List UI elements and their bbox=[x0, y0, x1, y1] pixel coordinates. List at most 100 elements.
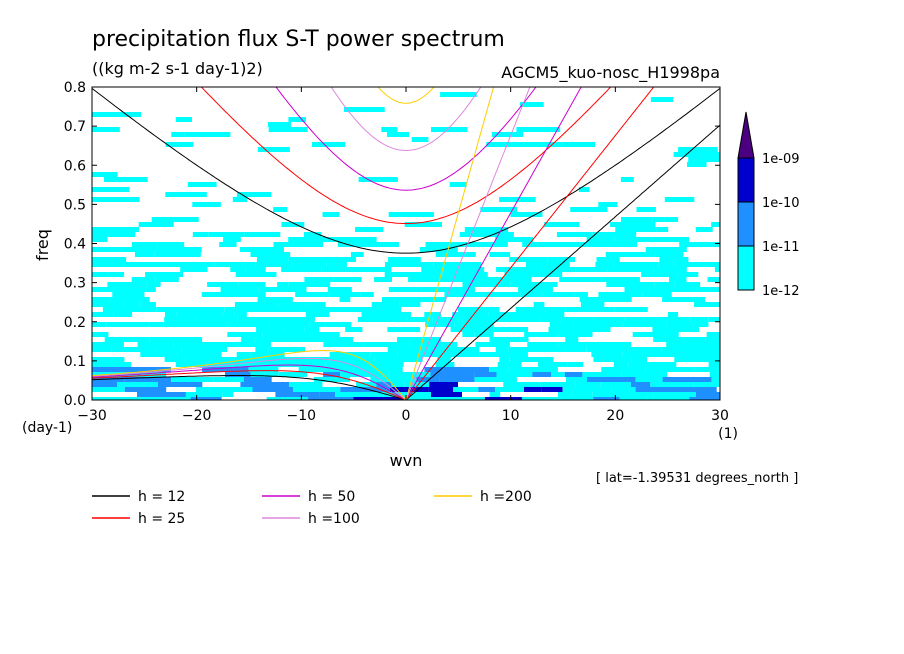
power-cell bbox=[600, 297, 632, 302]
power-cell bbox=[565, 307, 615, 312]
power-cell bbox=[651, 237, 690, 242]
power-cell bbox=[353, 397, 403, 400]
power-cell bbox=[685, 327, 700, 332]
power-cell bbox=[180, 267, 208, 272]
power-cell bbox=[165, 192, 207, 197]
y-axis-label: freq bbox=[33, 229, 52, 261]
power-cell bbox=[92, 172, 118, 177]
power-cell bbox=[122, 367, 171, 372]
power-cell bbox=[615, 227, 657, 232]
power-cell bbox=[504, 272, 540, 277]
power-cell bbox=[252, 362, 283, 367]
power-cell bbox=[164, 317, 196, 322]
power-cell bbox=[435, 252, 466, 257]
x-tick-label: −30 bbox=[77, 408, 107, 424]
power-cell bbox=[450, 277, 487, 282]
y-axis-ticks: 0.0 0.1 0.2 0.3 0.4 0.5 0.6 0.7 0.8 bbox=[64, 80, 720, 409]
colorbar-label: 1e-10 bbox=[762, 196, 800, 211]
power-cell bbox=[165, 312, 177, 317]
power-cell bbox=[319, 392, 336, 397]
power-cell bbox=[711, 377, 720, 382]
power-cell bbox=[293, 387, 341, 392]
power-cell bbox=[669, 277, 687, 282]
power-cell bbox=[254, 337, 287, 342]
power-cell bbox=[453, 387, 479, 392]
power-cell bbox=[517, 142, 562, 147]
power-cell bbox=[295, 292, 330, 297]
power-cell bbox=[252, 387, 293, 392]
power-cell bbox=[437, 357, 451, 362]
power-cell bbox=[283, 327, 305, 332]
power-cell bbox=[683, 337, 706, 342]
power-cell bbox=[714, 267, 720, 272]
power-cell bbox=[288, 117, 306, 122]
power-cell bbox=[340, 372, 389, 377]
power-cell bbox=[527, 342, 559, 347]
power-cell bbox=[308, 397, 339, 400]
power-cell bbox=[499, 357, 510, 362]
power-cell bbox=[591, 352, 623, 357]
power-cell bbox=[489, 337, 529, 342]
power-cell bbox=[508, 367, 558, 372]
power-cell bbox=[355, 227, 384, 232]
power-cell bbox=[415, 297, 447, 302]
power-cell bbox=[177, 352, 206, 357]
power-cell bbox=[358, 177, 398, 182]
power-cell bbox=[624, 287, 650, 292]
power-cell bbox=[243, 377, 272, 382]
power-cell bbox=[250, 252, 291, 257]
power-cell bbox=[375, 317, 408, 322]
power-cell bbox=[486, 142, 518, 147]
power-cell bbox=[209, 387, 253, 392]
kelvin-curve bbox=[405, 87, 495, 400]
power-cell bbox=[632, 332, 666, 337]
power-cell bbox=[309, 322, 326, 327]
power-cell bbox=[666, 322, 709, 327]
power-cell bbox=[540, 382, 576, 387]
power-cell bbox=[694, 367, 718, 372]
power-cell bbox=[575, 267, 608, 272]
power-cell bbox=[214, 342, 260, 347]
power-cell bbox=[551, 372, 565, 377]
power-cell bbox=[304, 232, 322, 237]
power-cell bbox=[622, 352, 642, 357]
power-cell bbox=[705, 337, 720, 342]
power-cell bbox=[697, 287, 720, 292]
power-cell bbox=[361, 312, 412, 317]
power-cell bbox=[474, 377, 517, 382]
power-cell bbox=[92, 227, 139, 232]
power-cell bbox=[160, 397, 191, 400]
power-cell bbox=[326, 262, 347, 267]
y-tick-label: 0.1 bbox=[64, 354, 86, 370]
power-cell bbox=[432, 317, 448, 322]
power-cell bbox=[92, 297, 110, 302]
power-cell bbox=[595, 262, 614, 267]
power-cell bbox=[228, 322, 270, 327]
power-cell bbox=[298, 367, 312, 372]
power-cell bbox=[509, 257, 548, 262]
power-cell bbox=[687, 162, 707, 167]
power-cell bbox=[257, 147, 290, 152]
power-cell bbox=[450, 327, 482, 332]
colorbar-label: 1e-12 bbox=[762, 284, 800, 299]
power-cell bbox=[555, 292, 575, 297]
power-cell bbox=[470, 232, 499, 237]
power-cell bbox=[565, 337, 579, 342]
rossby-curve bbox=[92, 375, 407, 400]
power-cell bbox=[495, 347, 509, 352]
power-cell bbox=[268, 127, 308, 132]
power-cell bbox=[288, 282, 315, 287]
power-cell bbox=[560, 242, 588, 247]
power-cell bbox=[665, 332, 679, 337]
power-cell bbox=[611, 387, 636, 392]
power-cell bbox=[641, 272, 678, 277]
power-cell bbox=[92, 232, 136, 237]
power-cell bbox=[223, 237, 241, 242]
power-cell bbox=[363, 342, 410, 347]
power-cell bbox=[488, 312, 512, 317]
power-cell bbox=[452, 312, 489, 317]
power-cell bbox=[474, 372, 497, 377]
power-cell bbox=[350, 252, 364, 257]
power-cell bbox=[593, 317, 625, 322]
power-cell bbox=[371, 307, 402, 312]
